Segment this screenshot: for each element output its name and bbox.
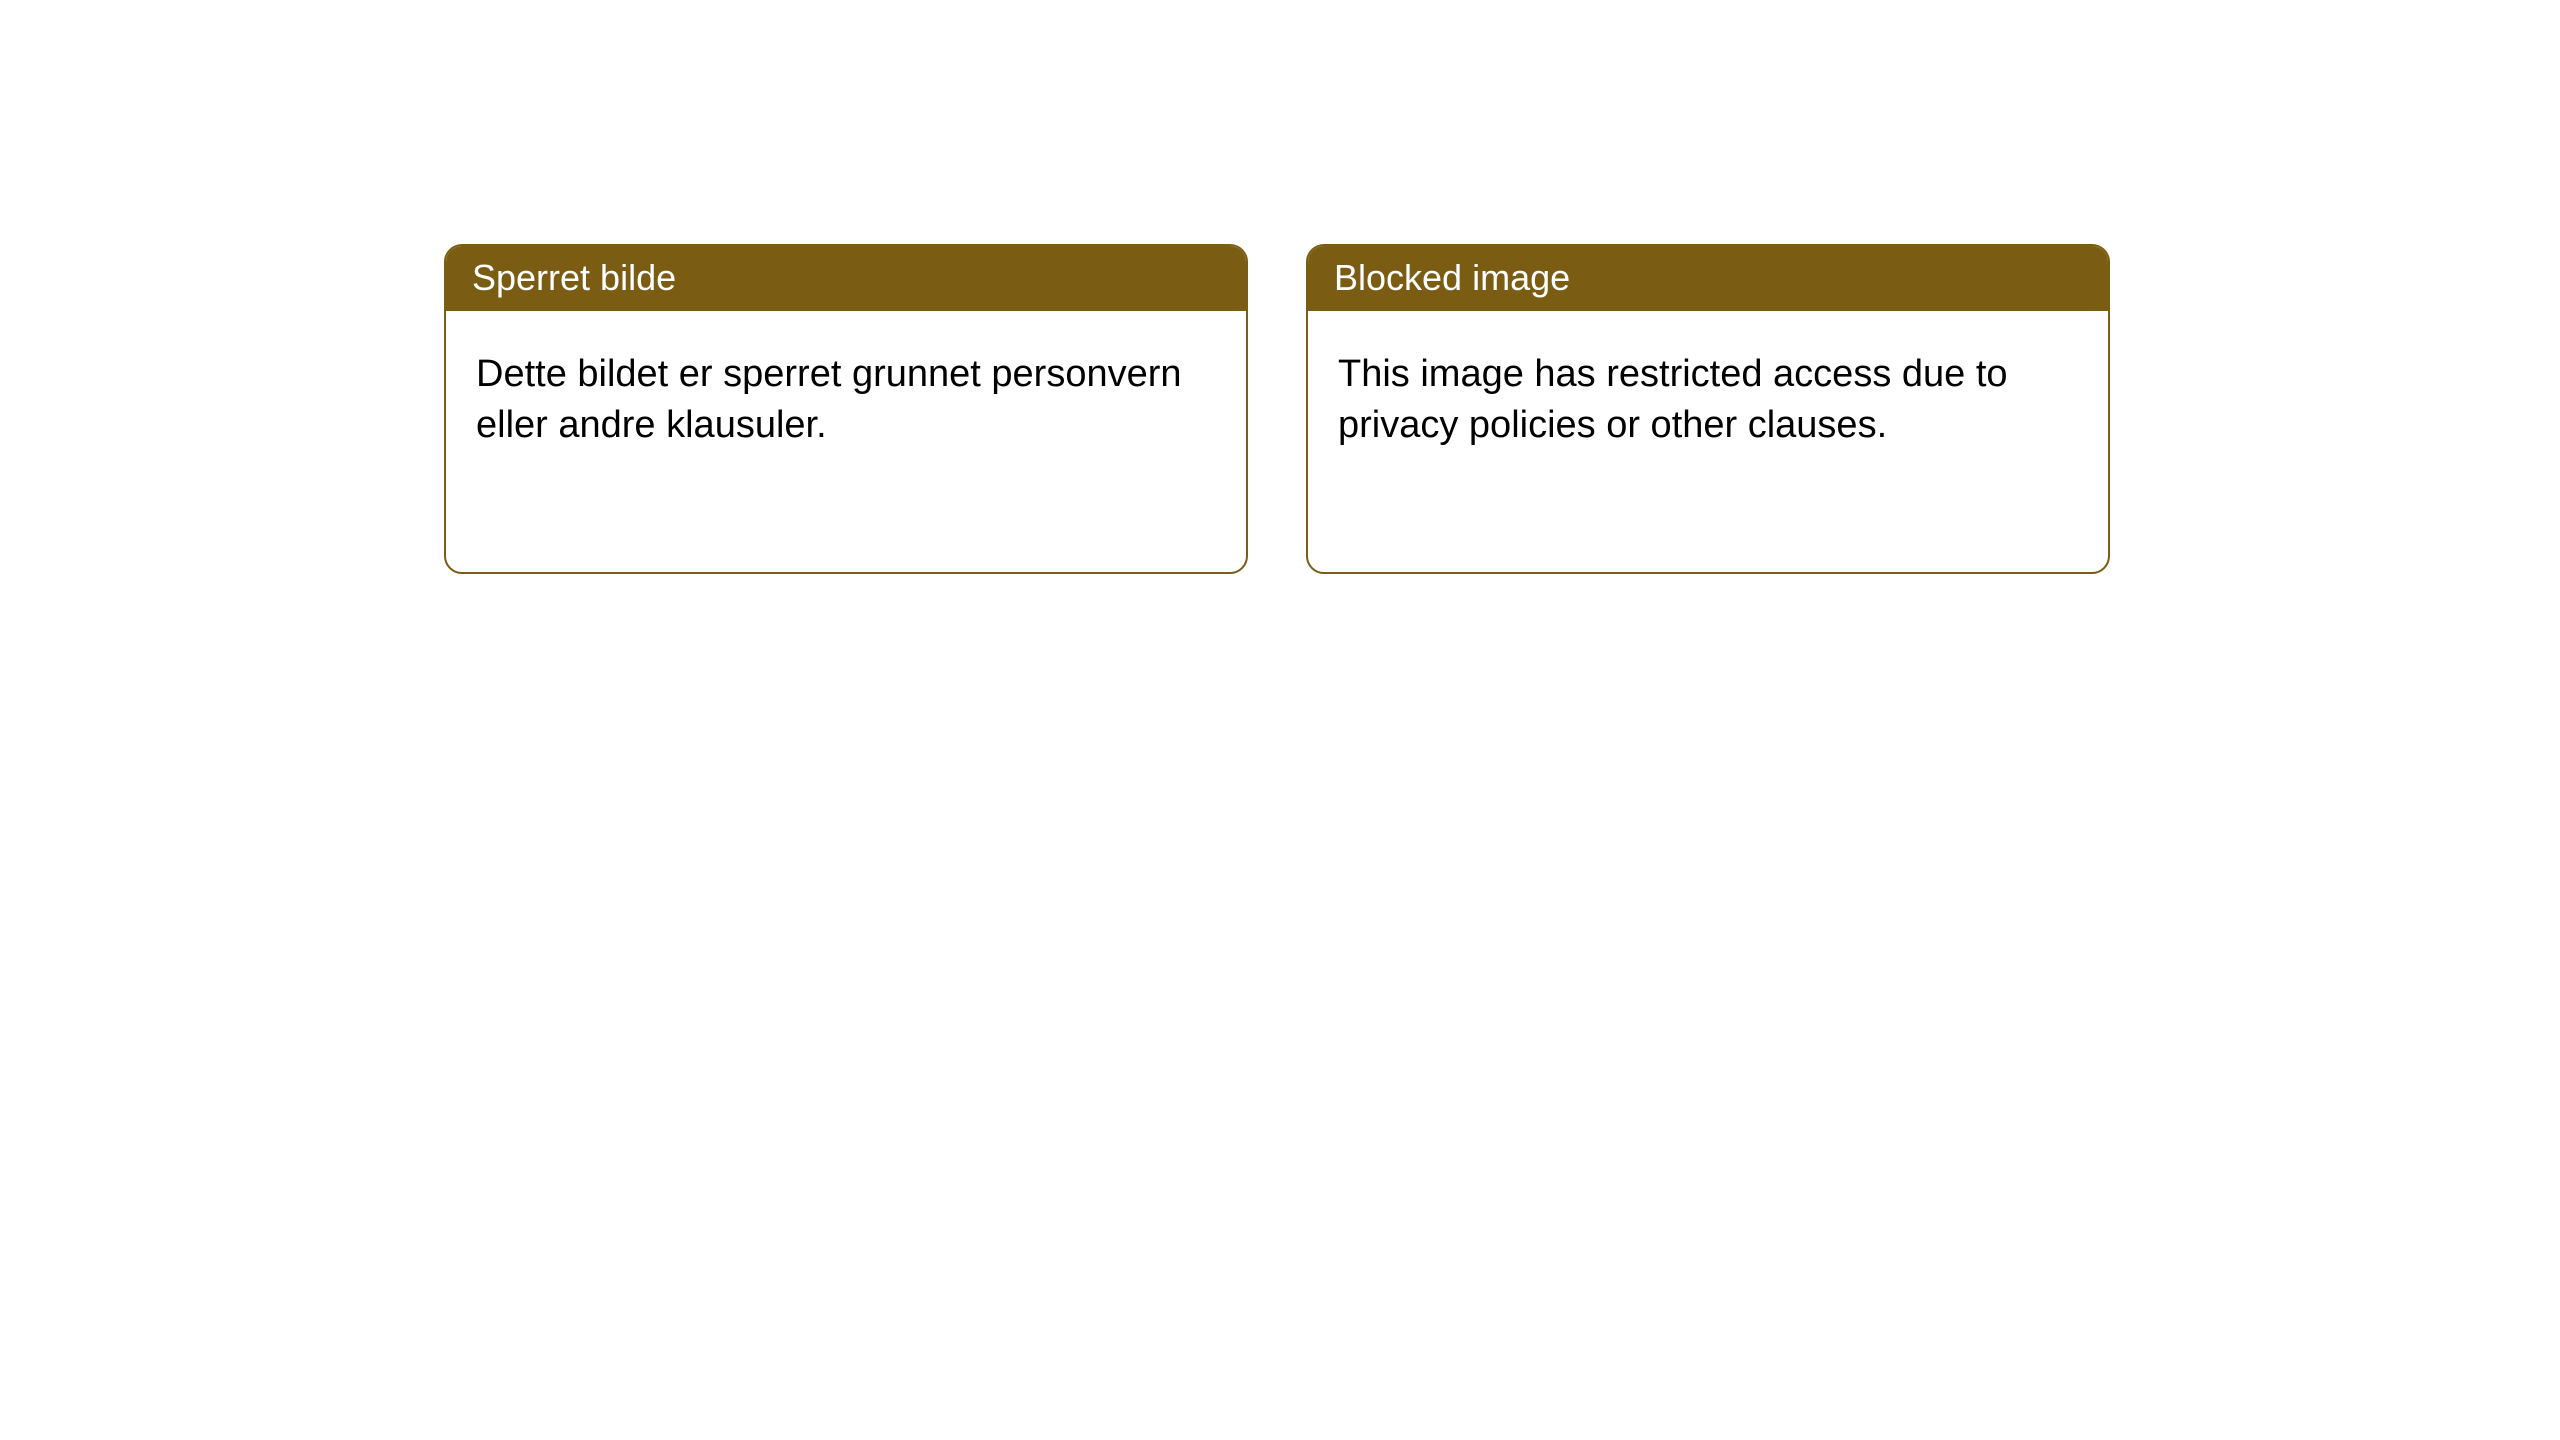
card-title-en: Blocked image <box>1308 246 2108 311</box>
notice-container: Sperret bilde Dette bildet er sperret gr… <box>0 0 2560 574</box>
card-body-no: Dette bildet er sperret grunnet personve… <box>446 311 1246 490</box>
card-body-en: This image has restricted access due to … <box>1308 311 2108 490</box>
card-title-no: Sperret bilde <box>446 246 1246 311</box>
blocked-image-card-no: Sperret bilde Dette bildet er sperret gr… <box>444 244 1248 574</box>
blocked-image-card-en: Blocked image This image has restricted … <box>1306 244 2110 574</box>
